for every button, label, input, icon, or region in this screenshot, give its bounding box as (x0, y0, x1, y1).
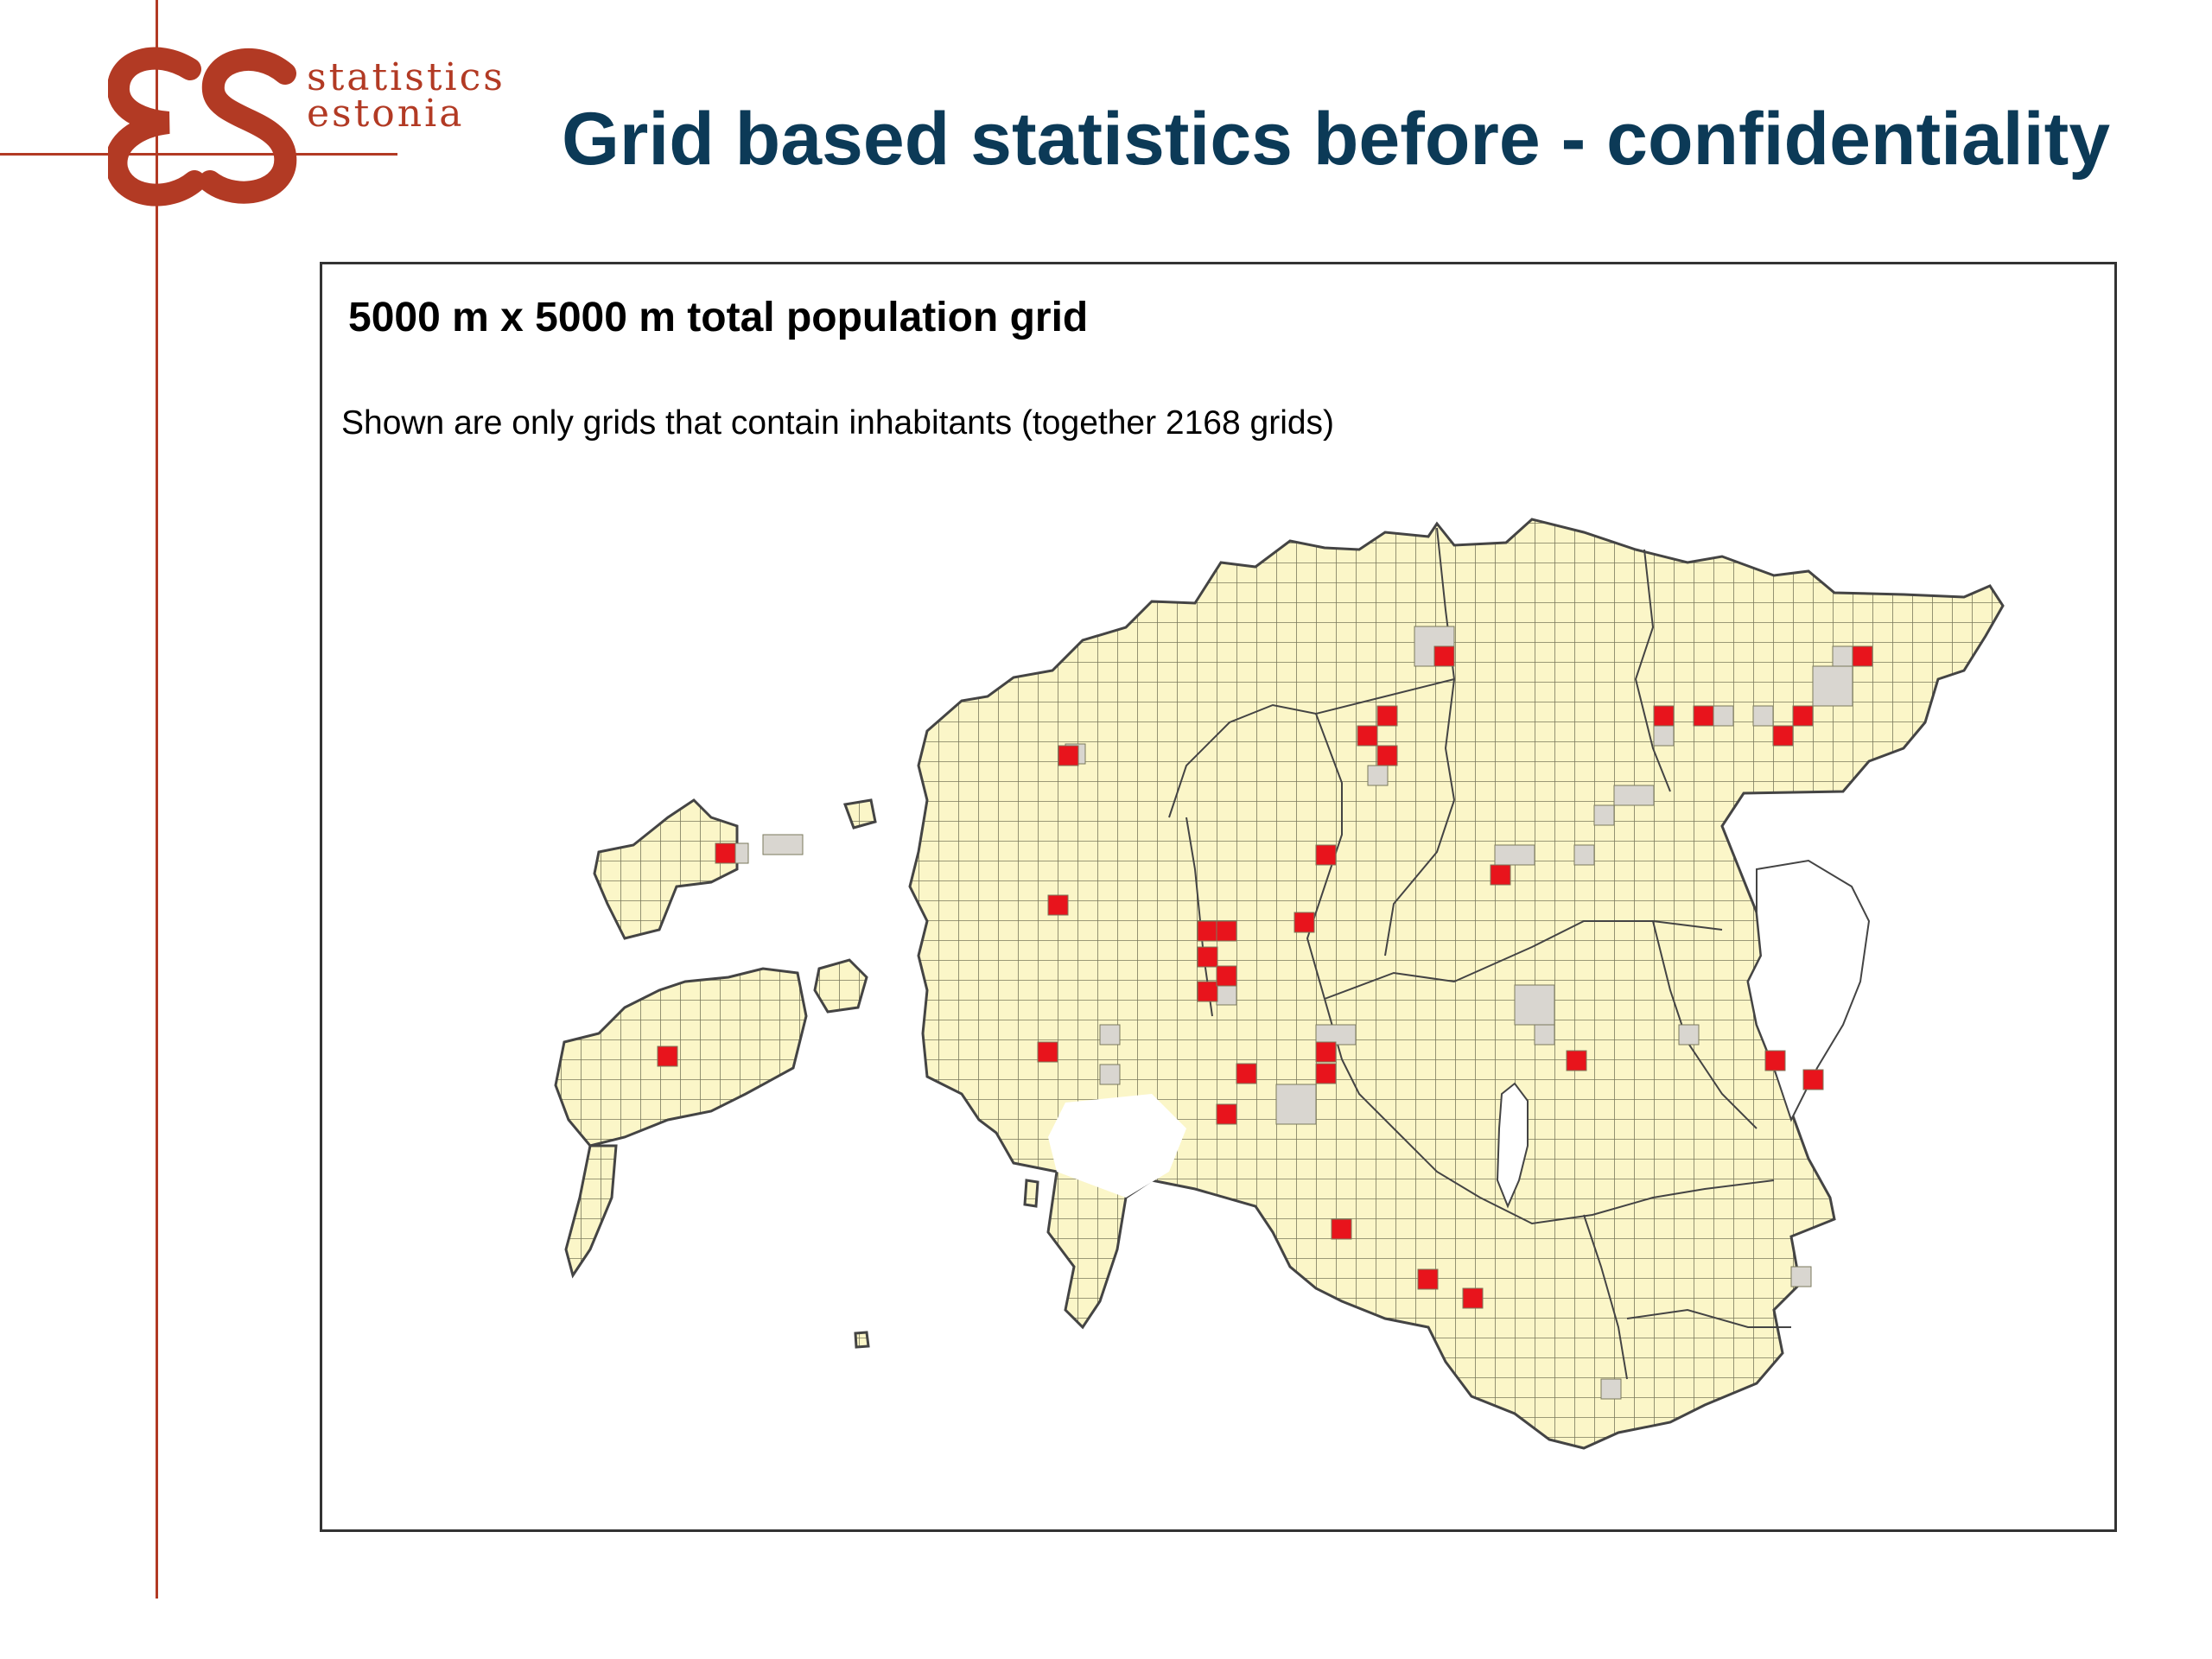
map-title: 5000 m x 5000 m total population grid (348, 295, 1089, 340)
slide-title: Grid based statistics before - confident… (562, 98, 2111, 181)
map-frame: 5000 m x 5000 m total population grid Sh… (320, 262, 2117, 1532)
brand-vertical-rule (156, 0, 158, 1599)
population-grid-map (554, 518, 2005, 1450)
statistics-estonia-logo (108, 47, 297, 207)
kihnu-island (1023, 1179, 1039, 1208)
brand-horizontal-rule (0, 153, 397, 156)
sorve-peninsula (564, 1144, 618, 1279)
hiiumaa-island (593, 798, 739, 940)
vormsi-island (842, 798, 877, 830)
mainland-estonia (908, 518, 2005, 1450)
saaremaa-island (554, 967, 808, 1147)
lake-vortsjarv (1496, 1082, 1529, 1209)
logo-word-estonia: estonia (307, 92, 465, 136)
logo-word-statistics: statistics (307, 55, 505, 99)
ruhnu-island (854, 1331, 870, 1349)
gulf-of-riga-coast (1048, 1094, 1186, 1198)
confidential-cells (728, 626, 1853, 1400)
map-subtitle: Shown are only grids that contain inhabi… (341, 404, 1335, 442)
highlighted-cells (657, 645, 1873, 1309)
muhu-island (813, 958, 868, 1014)
